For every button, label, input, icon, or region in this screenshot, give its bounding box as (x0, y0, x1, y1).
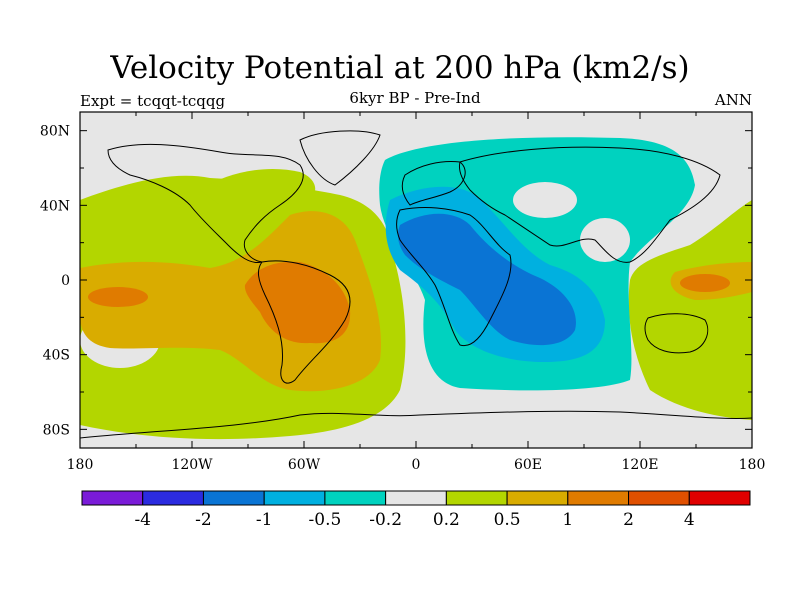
contour-positive-pacific-1 (88, 287, 148, 307)
lon-tick-label: 0 (412, 457, 421, 473)
map-ticks: 80N 40N 0 40S 80S 180 120W 60W 0 60E 120E 180 (40, 112, 765, 473)
colorbar-swatch (202, 490, 265, 506)
lon-tick-label: 120E (622, 457, 659, 473)
contour-positive-wpacific-1 (680, 274, 730, 292)
plot-title: Velocity Potential at 200 hPa (km2/s) (110, 50, 690, 86)
coast-australia (644, 313, 709, 354)
colorbar-label: 0.2 (433, 510, 460, 530)
coast-greenland (299, 130, 381, 186)
experiment-label: Expt = tcqqt-tcqqg (80, 92, 226, 110)
lon-tick-label: 180 (739, 457, 766, 473)
colorbar-swatch (445, 490, 508, 506)
lat-tick-label: 40N (40, 198, 70, 214)
coast-north-america (107, 143, 304, 264)
colorbar-swatch (506, 490, 569, 506)
contour-positive-0.5 (80, 211, 381, 392)
contour-positive-east-0.2 (628, 200, 752, 420)
colorbar-swatch (324, 490, 387, 506)
lon-tick-label: 120W (171, 457, 213, 473)
contour-gap-asia-2 (580, 218, 630, 262)
coast-south-america (257, 260, 351, 384)
colorbar-label: 1 (562, 510, 573, 530)
lat-tick-label: 80N (40, 124, 70, 140)
colorbar-swatch (628, 490, 690, 506)
colorbar-label: 0.5 (494, 510, 521, 530)
colorbar-swatch (81, 490, 144, 506)
colorbar-label: 2 (623, 510, 634, 530)
lat-tick-label: 80S (43, 422, 70, 438)
contour-gap-asia-1 (513, 182, 577, 218)
colorbar-label: -2 (195, 510, 212, 530)
coast-asia (459, 146, 721, 263)
colorbar-swatch (385, 490, 447, 506)
lat-tick-label: 40S (43, 348, 70, 364)
season-label: ANN (714, 91, 752, 109)
colorbar-label: 4 (684, 510, 695, 530)
colorbar-label: -1 (256, 510, 273, 530)
contour-negative-1 (397, 213, 576, 346)
coast-europe (401, 161, 466, 206)
contour-positive-1 (244, 261, 351, 344)
colorbar-label: -0.5 (309, 510, 342, 530)
coast-africa (396, 207, 512, 347)
period-label: 6kyr BP - Pre-Ind (349, 89, 481, 107)
colorbar: -4 -2 -1 -0.5 -0.2 0.2 0.5 1 2 4 (81, 490, 751, 530)
lon-tick-label: 180 (67, 457, 94, 473)
colorbar-swatch (263, 490, 326, 506)
lat-tick-label: 0 (61, 273, 70, 289)
colorbar-swatch (142, 490, 204, 506)
coast-antarctica (80, 410, 752, 439)
contour-positive-atlantic-tongue (200, 169, 316, 205)
colorbar-swatch (567, 490, 630, 506)
colorbar-label: -4 (134, 510, 151, 530)
lon-tick-label: 60W (288, 457, 321, 473)
coastlines (80, 130, 752, 439)
colorbar-label: -0.2 (369, 510, 402, 530)
colorbar-swatch (688, 490, 751, 506)
lon-tick-label: 60E (514, 457, 542, 473)
contour-fill (80, 112, 752, 448)
